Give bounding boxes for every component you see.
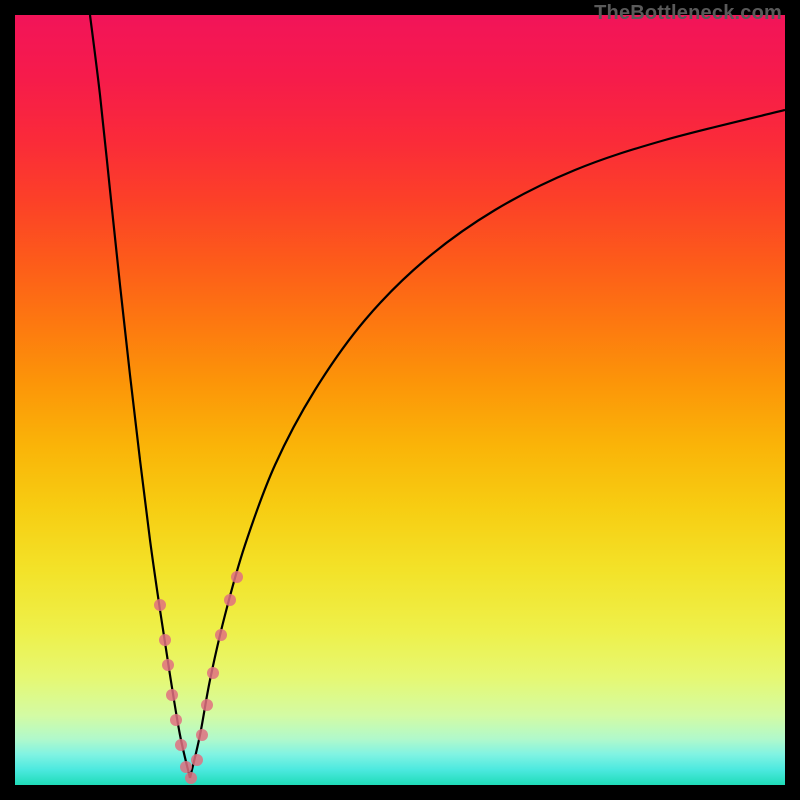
plot-area [15, 15, 785, 785]
watermark-text: TheBottleneck.com [594, 2, 782, 25]
valley-marker [180, 761, 192, 773]
valley-marker [185, 772, 197, 784]
valley-marker [166, 689, 178, 701]
valley-marker [175, 739, 187, 751]
valley-marker [196, 729, 208, 741]
valley-marker [231, 571, 243, 583]
valley-marker [162, 659, 174, 671]
bottleneck-curve [15, 15, 785, 785]
valley-marker [224, 594, 236, 606]
valley-marker [170, 714, 182, 726]
valley-marker [191, 754, 203, 766]
valley-marker [201, 699, 213, 711]
valley-marker [207, 667, 219, 679]
valley-marker [154, 599, 166, 611]
chart-frame: TheBottleneck.com [0, 0, 800, 800]
valley-marker [159, 634, 171, 646]
valley-marker [215, 629, 227, 641]
